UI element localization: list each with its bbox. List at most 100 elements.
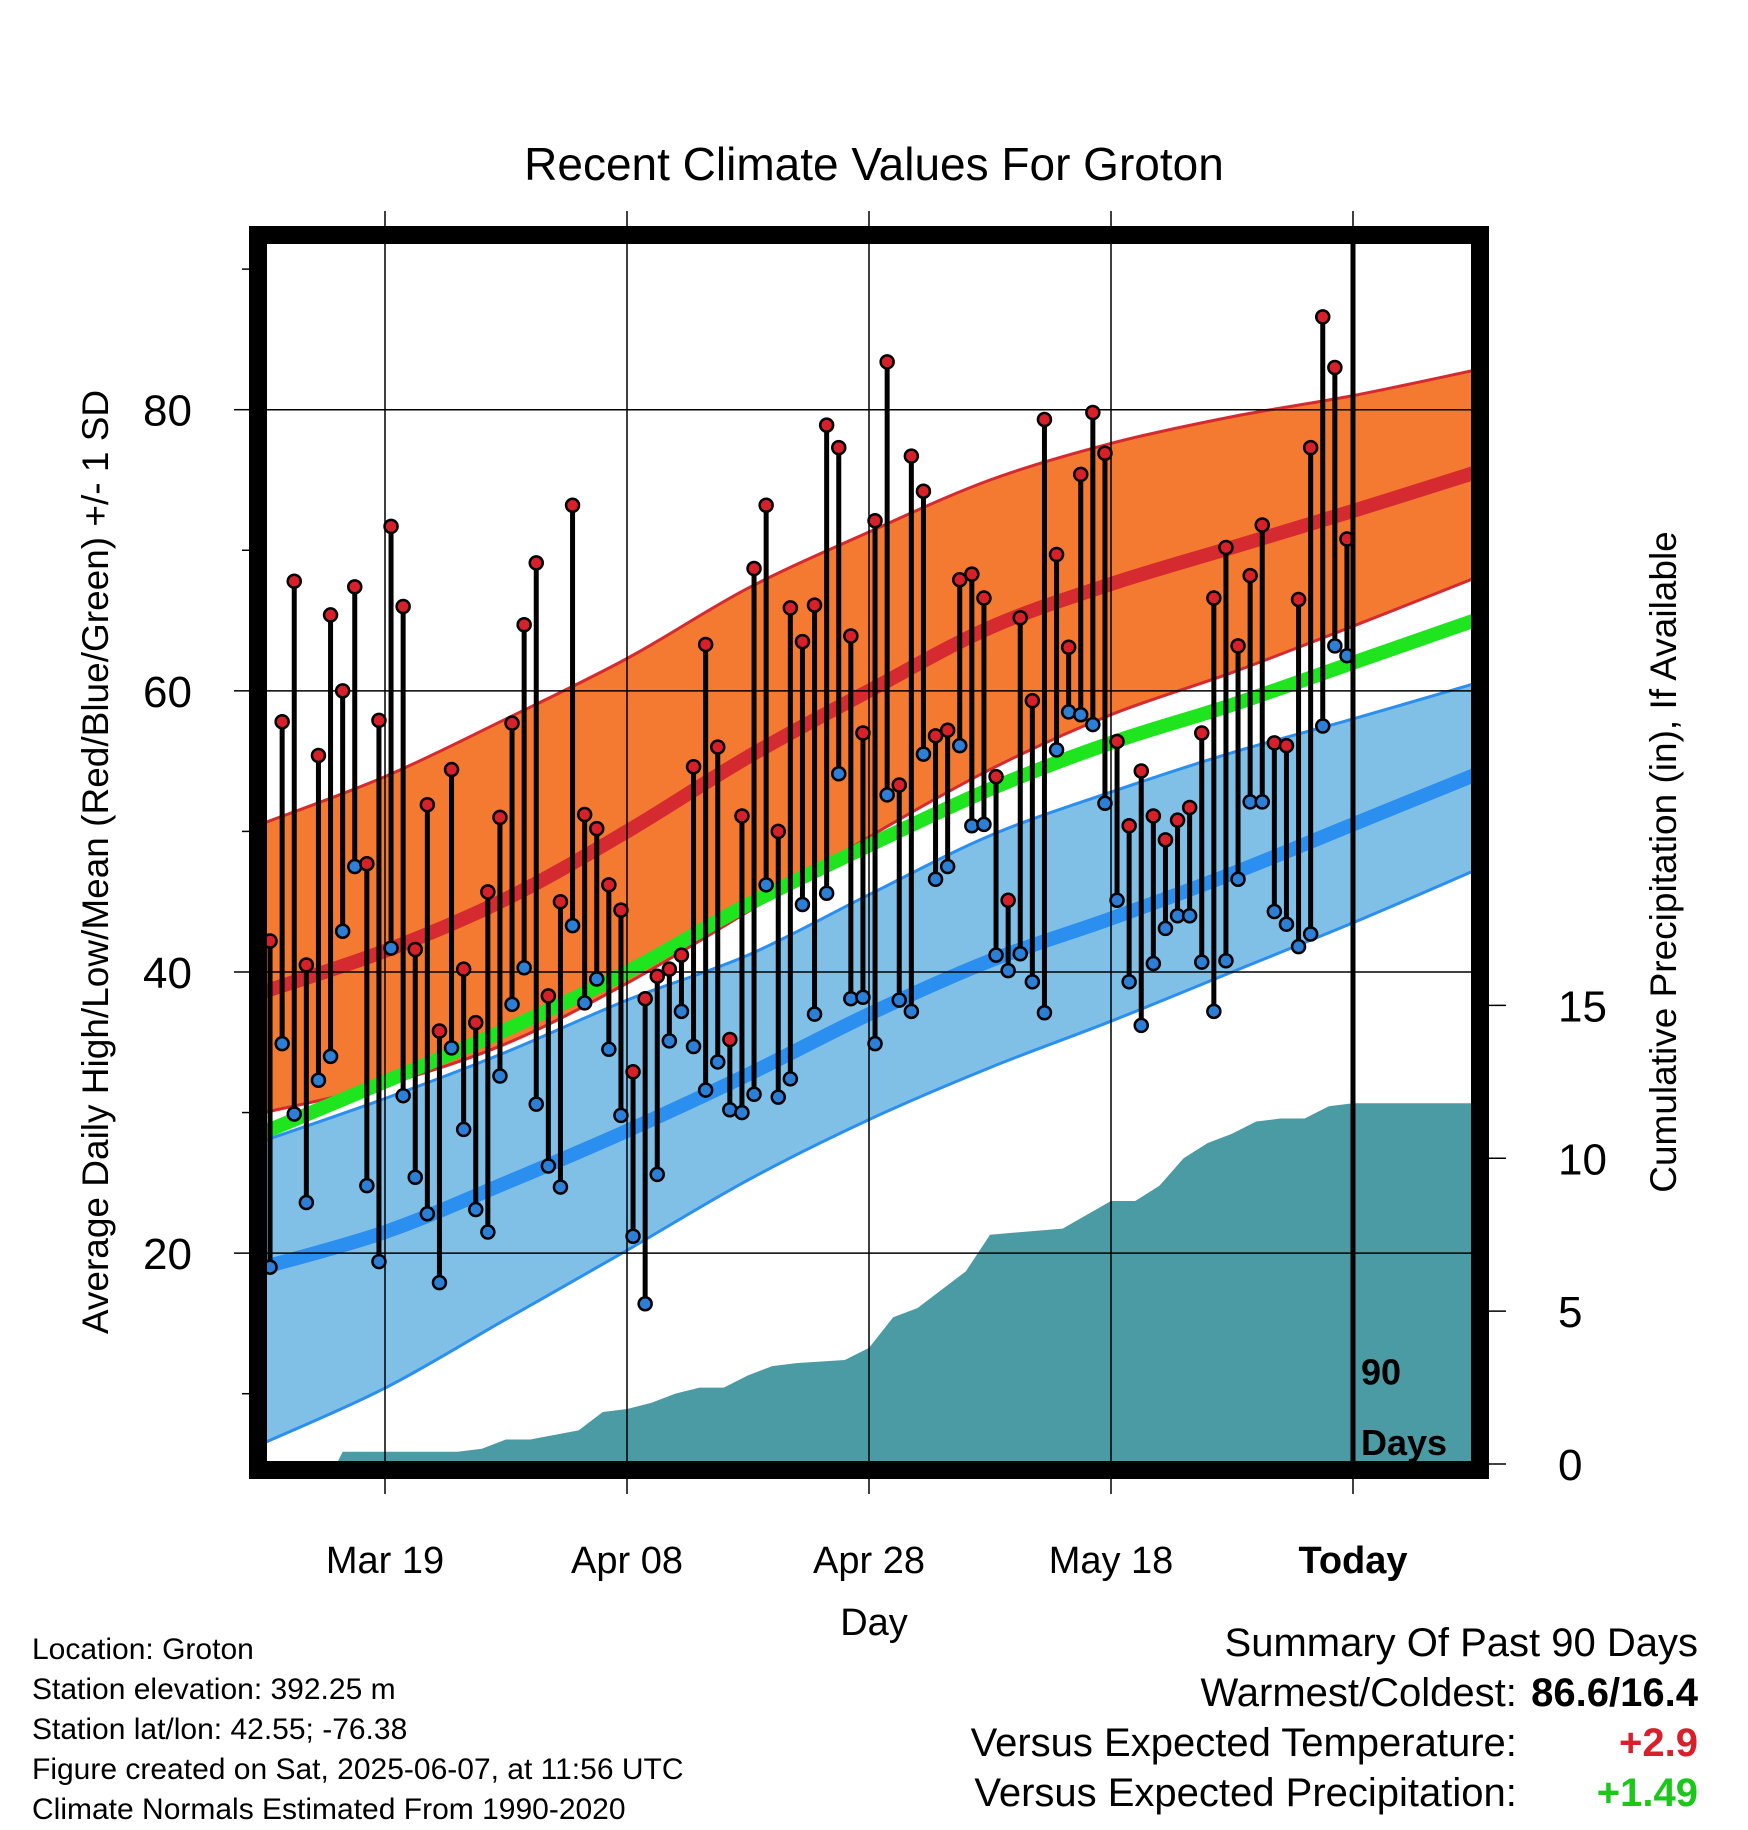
daily-low-point xyxy=(468,1201,484,1218)
daily-high-point xyxy=(528,555,544,571)
temp-departure-value: +2.9 xyxy=(1619,1721,1698,1765)
daily-high-point xyxy=(1315,309,1331,325)
latlon-text: Station lat/lon: 42.55; -76.38 xyxy=(32,1713,408,1746)
daily-high-point xyxy=(1157,832,1174,848)
daily-low-point xyxy=(879,787,895,803)
daily-high-point xyxy=(843,628,859,644)
daily-low-point xyxy=(1254,794,1270,810)
daily-low-point xyxy=(782,1071,799,1087)
y-right-tick-label: 0 xyxy=(1558,1441,1582,1490)
daily-high-point xyxy=(1109,733,1125,750)
daily-high-point xyxy=(1290,591,1307,608)
daily-low-point xyxy=(673,1003,690,1020)
daily-low-point xyxy=(1194,954,1210,970)
daily-low-point xyxy=(1121,974,1137,990)
daily-high-point xyxy=(1218,539,1234,556)
daily-high-point xyxy=(1242,567,1258,584)
daily-high-point xyxy=(395,598,411,615)
daily-low-point xyxy=(988,947,1004,963)
daily-high-point xyxy=(770,823,786,840)
daily-high-point xyxy=(419,796,436,813)
daily-high-point xyxy=(685,758,702,775)
summary-row-precip: Versus Expected Precipitation: +1.49 xyxy=(971,1768,1698,1818)
daily-low-point xyxy=(613,1107,629,1124)
daily-low-point xyxy=(734,1104,750,1121)
daily-high-point xyxy=(879,354,895,370)
daily-low-point xyxy=(286,1106,302,1122)
daily-low-point xyxy=(552,1179,569,1195)
daily-low-point xyxy=(1133,1017,1149,1034)
precip-area xyxy=(264,1103,1474,1464)
daily-high-point xyxy=(274,714,290,730)
daily-low-point xyxy=(564,917,581,934)
daily-high-point xyxy=(431,1023,448,1039)
daily-low-point xyxy=(770,1089,786,1105)
daily-low-point xyxy=(806,1006,823,1022)
daily-low-point xyxy=(455,1121,472,1138)
daily-high-point xyxy=(927,728,944,744)
x-tick-label: Apr 08 xyxy=(571,1540,683,1582)
daily-high-point xyxy=(1194,725,1210,741)
daily-low-point xyxy=(867,1035,883,1052)
daily-high-point xyxy=(371,712,387,729)
daily-high-point xyxy=(1097,445,1113,462)
today-marker-label-number: 90 xyxy=(1361,1352,1401,1393)
daily-high-point xyxy=(794,633,811,650)
daily-high-point xyxy=(782,600,799,616)
daily-high-point xyxy=(407,941,423,958)
daily-low-point xyxy=(1181,908,1198,924)
daily-low-point xyxy=(1085,716,1101,733)
daily-high-point xyxy=(455,961,472,977)
daily-high-point xyxy=(661,961,678,977)
daily-high-point xyxy=(516,617,532,633)
daily-low-point xyxy=(1073,706,1089,723)
daily-high-point xyxy=(1085,404,1101,421)
daily-high-point xyxy=(540,988,557,1004)
daily-low-point xyxy=(1000,962,1016,979)
summary-row-temp: Versus Expected Temperature: +2.9 xyxy=(971,1718,1698,1768)
warmest-coldest-label: Warmest/Coldest: xyxy=(1200,1671,1517,1715)
daily-high-point xyxy=(952,572,968,588)
daily-high-point xyxy=(1254,517,1270,533)
daily-low-point xyxy=(576,995,593,1011)
y-axis-right-label: Cumulative Precipitation (in), If Availa… xyxy=(1643,531,1684,1193)
summary-heading: Summary Of Past 90 Days xyxy=(1224,1621,1698,1665)
daily-low-point xyxy=(891,992,907,1008)
daily-low-point xyxy=(334,923,351,939)
daily-low-point xyxy=(528,1096,544,1112)
daily-high-point xyxy=(1073,466,1089,483)
daily-high-point xyxy=(818,417,835,433)
daily-high-point xyxy=(298,957,315,973)
daily-low-point xyxy=(431,1274,448,1291)
created-text: Figure created on Sat, 2025-06-07, at 11… xyxy=(32,1753,684,1786)
daily-high-point xyxy=(334,683,351,699)
daily-high-point xyxy=(443,761,460,778)
daily-low-point xyxy=(1230,871,1246,887)
daily-low-point xyxy=(939,858,956,875)
daily-high-point xyxy=(649,968,665,984)
daily-high-point xyxy=(589,820,605,837)
daily-low-point xyxy=(601,1041,617,1058)
daily-low-point xyxy=(371,1253,387,1270)
daily-high-point xyxy=(1206,590,1222,606)
precip-departure-label: Versus Expected Precipitation: xyxy=(974,1771,1517,1815)
daily-high-point xyxy=(480,884,496,900)
daily-low-point xyxy=(1036,1005,1053,1021)
today-marker-label-days: Days xyxy=(1361,1422,1447,1463)
y-left-tick-label: 80 xyxy=(143,387,192,436)
daily-high-point xyxy=(1181,799,1198,816)
daily-low-point xyxy=(1145,955,1162,972)
daily-high-point xyxy=(746,560,762,577)
y-right-tick-label: 10 xyxy=(1558,1135,1607,1184)
daily-low-point xyxy=(1315,718,1331,734)
daily-low-point xyxy=(952,737,968,754)
daily-low-point xyxy=(480,1224,496,1240)
daily-high-point xyxy=(831,439,847,456)
daily-low-point xyxy=(1290,938,1307,955)
daily-low-point xyxy=(359,1177,375,1194)
daily-low-point xyxy=(443,1040,460,1056)
daily-low-point xyxy=(1327,638,1343,654)
summary-panel: Summary Of Past 90 Days Warmest/Coldest:… xyxy=(971,1618,1698,1818)
daily-high-point xyxy=(1060,639,1077,656)
x-tick-label: Apr 28 xyxy=(813,1540,925,1582)
